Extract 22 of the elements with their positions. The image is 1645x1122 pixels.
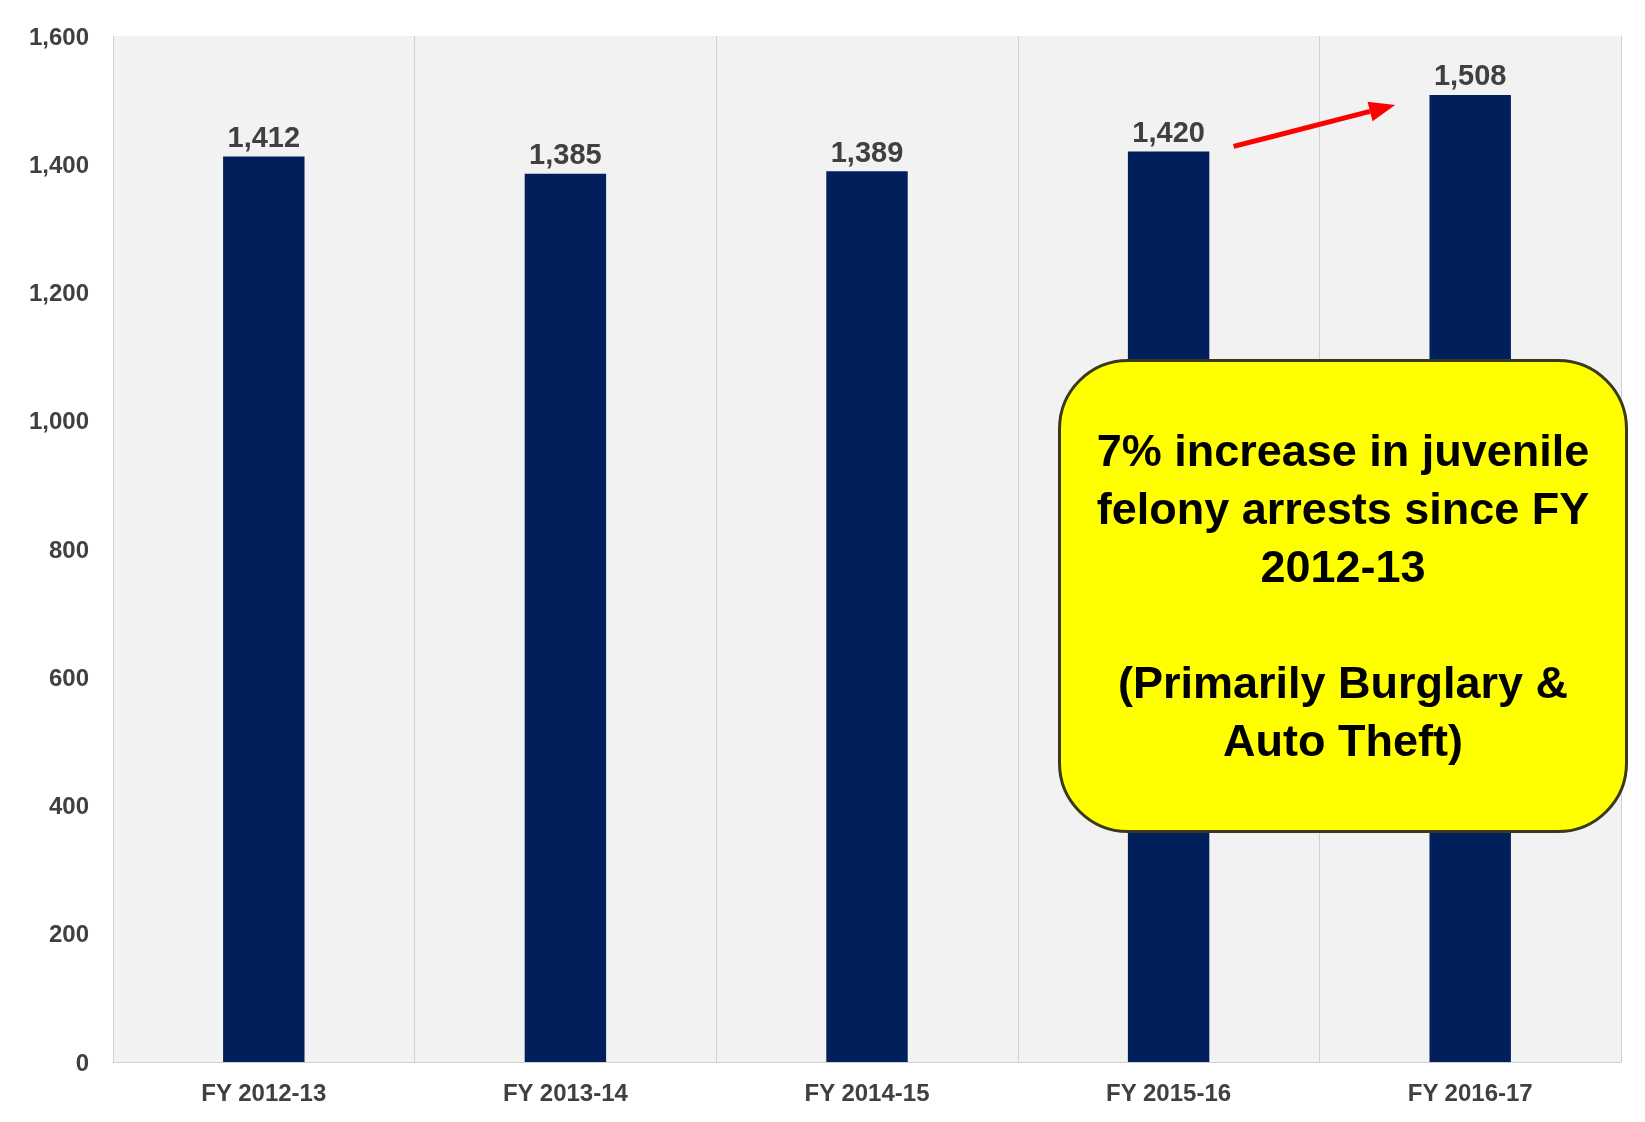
x-tick-label: FY 2014-15 (804, 1078, 930, 1106)
y-tick-label: 200 (48, 920, 89, 948)
x-tick-label: FY 2015-16 (1106, 1078, 1232, 1106)
y-tick-label: 1,400 (28, 150, 89, 178)
x-tick-label: FY 2012-13 (201, 1078, 327, 1106)
data-label: 1,389 (830, 135, 904, 168)
data-label: 1,420 (1132, 115, 1205, 148)
y-tick-label: 1,200 (28, 279, 89, 306)
y-tick-label: 1,000 (28, 407, 89, 435)
y-tick-label: 0 (75, 1048, 89, 1076)
y-tick-label: 400 (48, 792, 89, 819)
y-tick-label: 1,600 (28, 22, 89, 50)
y-tick-label: 800 (48, 535, 89, 563)
annotation: (Primarily Burglary & Auto Theft) (1116, 656, 1570, 768)
x-tick-label: FY 2016-17 (1407, 1078, 1533, 1106)
data-label: 1,508 (1433, 59, 1507, 92)
y-tick-label: 600 (48, 663, 89, 691)
data-label: 1,385 (529, 138, 602, 171)
annotation: 7% increase in juvenile felony arrests since FY 2012-13 (1095, 424, 1591, 594)
data-label: 1,412 (227, 121, 301, 154)
x-tick-label: FY 2013-14 (502, 1078, 629, 1106)
callout-box: 7% increase in juvenile felony arrests since FY 2012-13 (Primarily Burglary & Auto Theft) (1058, 359, 1628, 833)
